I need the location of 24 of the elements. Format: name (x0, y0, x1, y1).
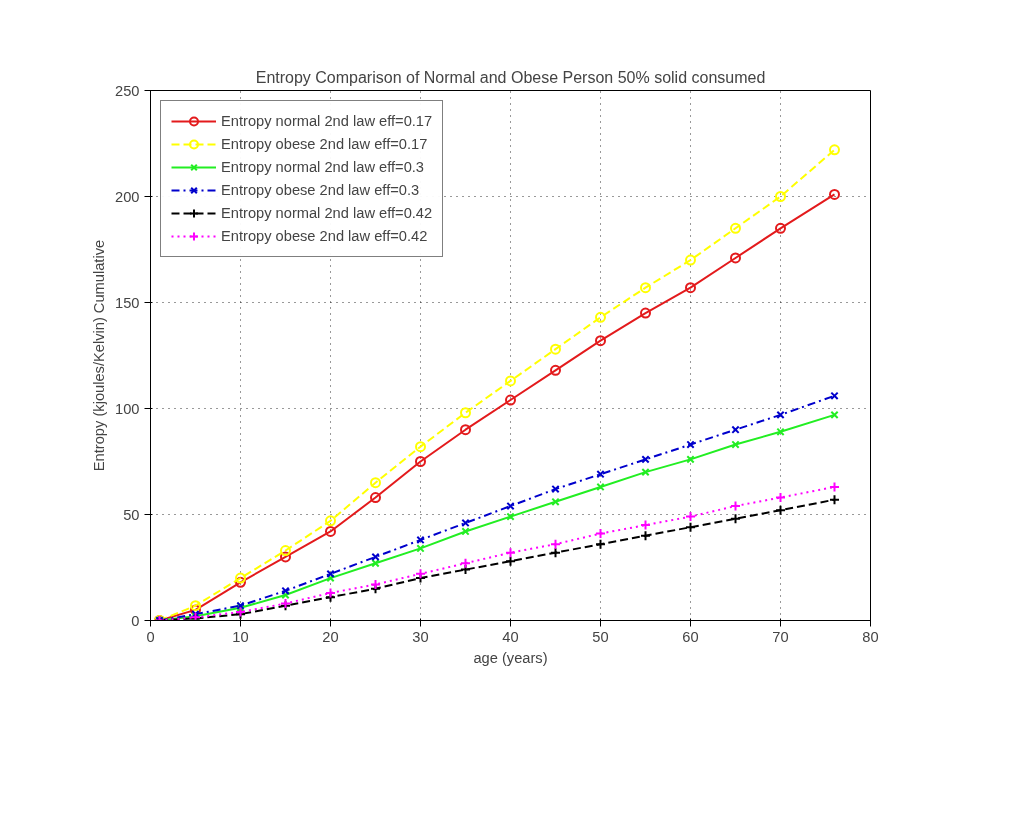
x-axis-title: age (years) (473, 649, 548, 666)
legend-label: Entropy obese 2nd law eff=0.3 (221, 182, 420, 198)
legend-label: Entropy normal 2nd law eff=0.17 (221, 113, 433, 129)
x-tick-label: 0 (146, 628, 155, 645)
x-tick-label: 80 (862, 628, 879, 645)
x-tick-label: 70 (772, 628, 789, 645)
x-tick-label: 40 (502, 628, 519, 645)
y-tick-label: 50 (123, 506, 140, 523)
y-tick-label: 100 (115, 400, 140, 417)
legend-label: Entropy obese 2nd law eff=0.42 (221, 228, 428, 244)
chart-title: Entropy Comparison of Normal and Obese Person 50% solid consumed (255, 68, 766, 86)
x-tick-label: 30 (412, 628, 429, 645)
legend-label: Entropy obese 2nd law eff=0.17 (221, 136, 428, 152)
legend-label: Entropy normal 2nd law eff=0.3 (221, 159, 425, 175)
y-axis-title: Entropy (kjoules/Kelvin) Cumulative (91, 239, 108, 472)
y-tick-label: 200 (115, 188, 140, 205)
x-tick-label: 20 (322, 628, 339, 645)
x-tick-label: 60 (682, 628, 699, 645)
y-tick-label: 0 (131, 612, 140, 629)
y-tick-label: 150 (115, 294, 140, 311)
legend-label: Entropy normal 2nd law eff=0.42 (221, 205, 433, 221)
x-tick-label: 10 (232, 628, 249, 645)
x-tick-label: 50 (592, 628, 609, 645)
y-tick-label: 250 (115, 82, 140, 99)
